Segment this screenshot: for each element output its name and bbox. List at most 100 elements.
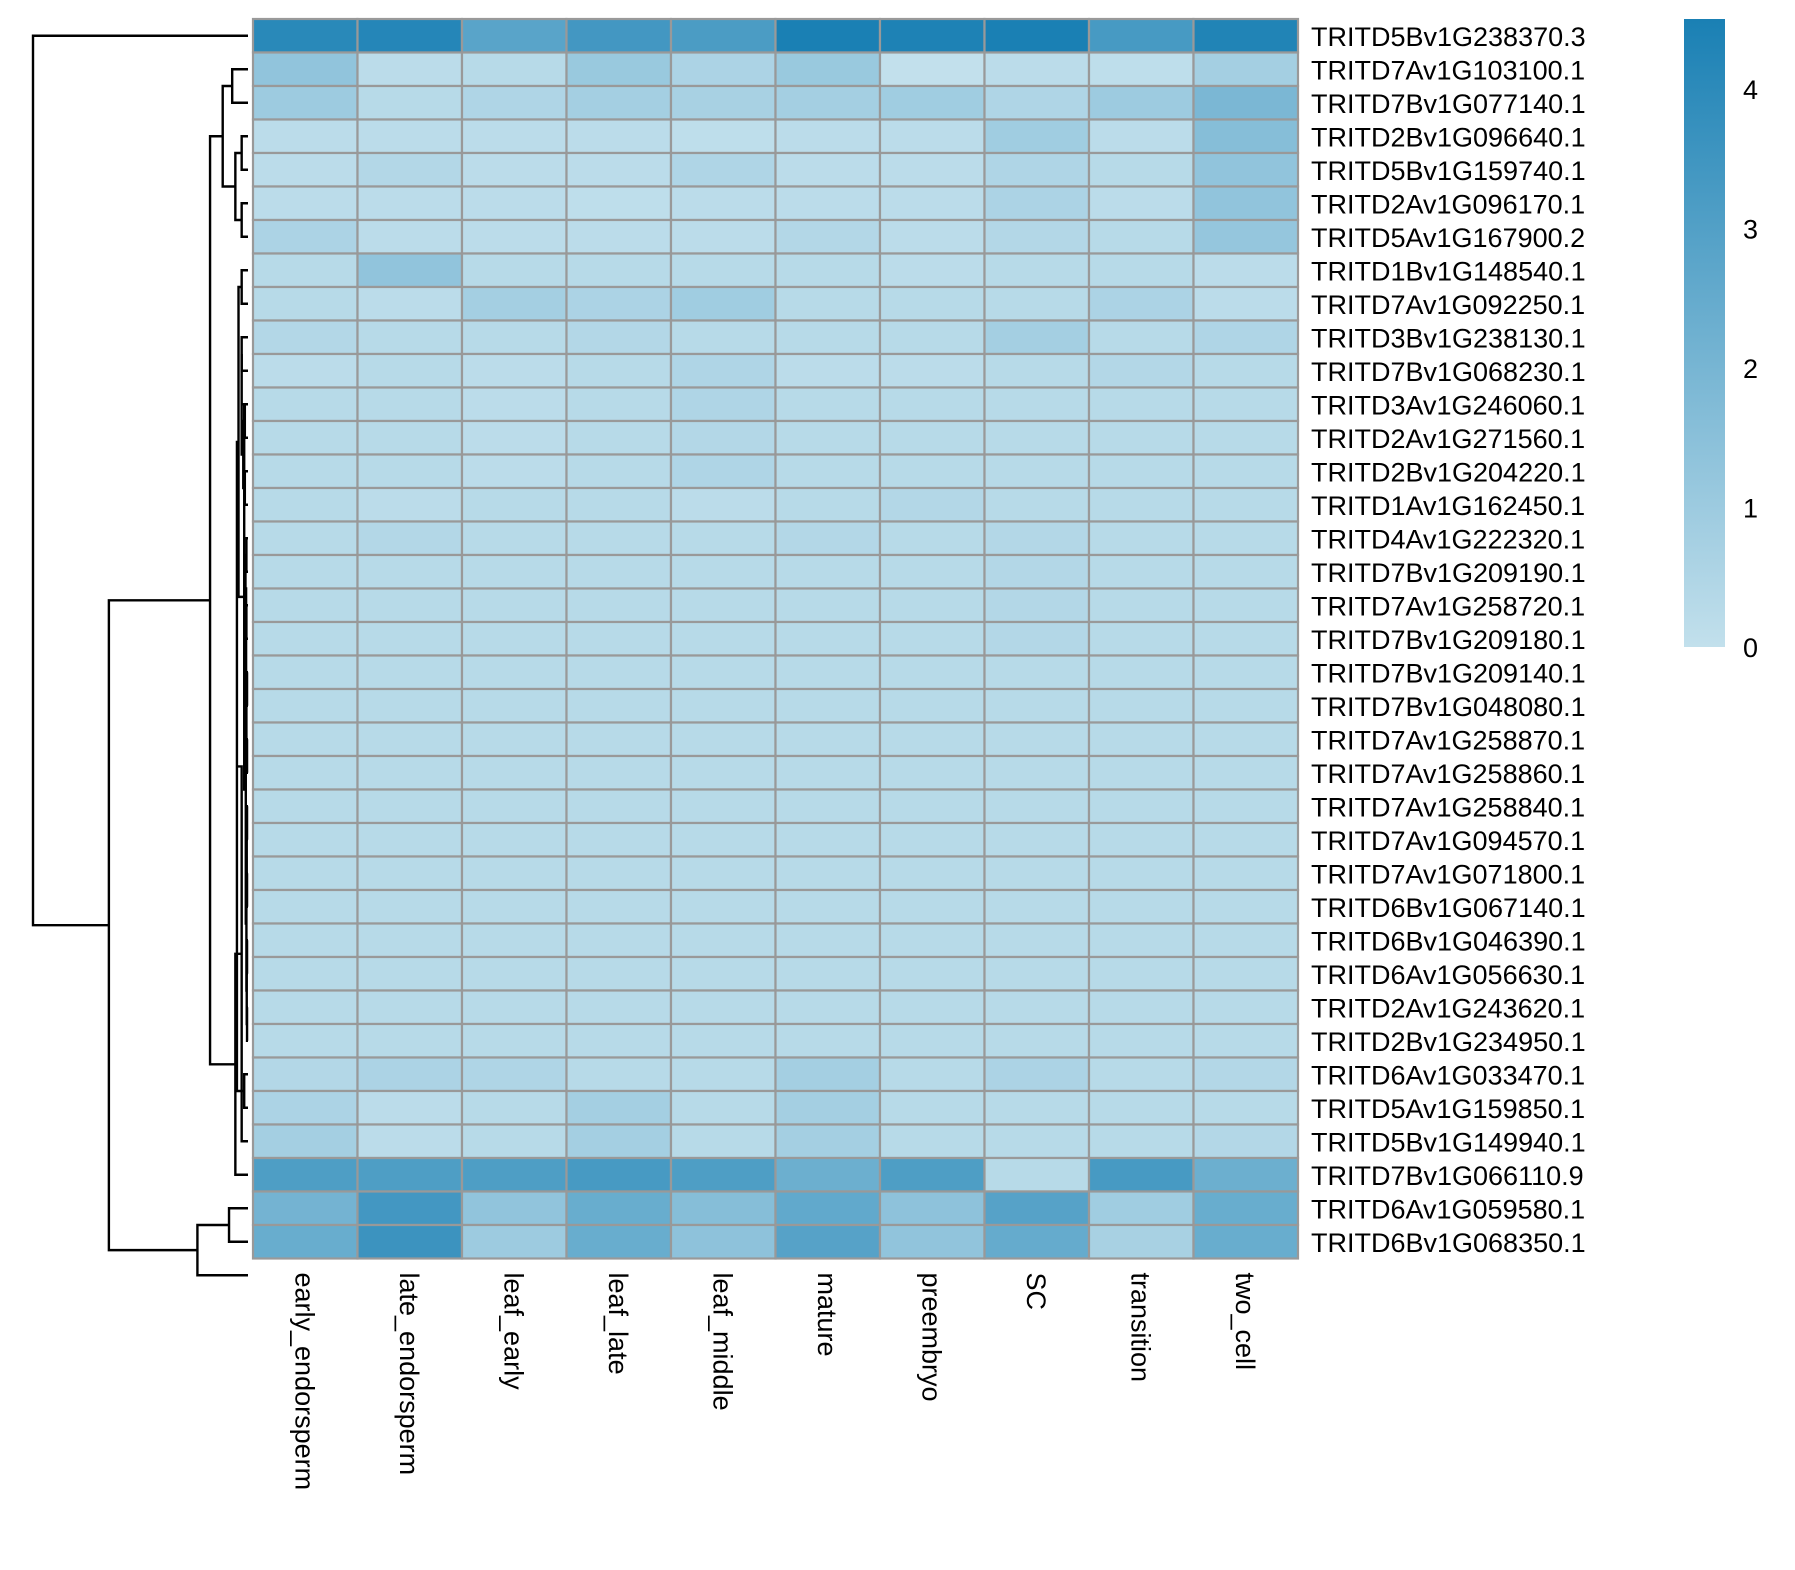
heatmap-cell [671,790,776,824]
heatmap-cell [567,1158,672,1192]
heatmap-cell [880,153,985,187]
heatmap-cell [462,857,567,891]
heatmap-cell [880,120,985,154]
heatmap-cell [1194,388,1299,422]
heatmap-cell [1194,857,1299,891]
heatmap-cell [1194,991,1299,1025]
heatmap-cell [358,656,463,690]
heatmap-cell [985,857,1090,891]
heatmap-cell [985,388,1090,422]
heatmap-cell [462,924,567,958]
heatmap-cell [776,120,881,154]
heatmap-cell [462,421,567,455]
heatmap-cell [1089,924,1194,958]
heatmap-cell [776,857,881,891]
heatmap-cell [776,823,881,857]
heatmap-cell [776,287,881,321]
heatmap-cell [985,1158,1090,1192]
heatmap-cell [358,421,463,455]
heatmap-cell [1089,723,1194,757]
heatmap-cell [671,1024,776,1058]
heatmap-cell [776,991,881,1025]
heatmap-cell [1194,957,1299,991]
heatmap-cell [1089,1091,1194,1125]
heatmap-cell [358,187,463,221]
heatmap-cell [253,388,358,422]
heatmap-cell [1089,790,1194,824]
heatmap-cell [567,1024,672,1058]
heatmap-cell [671,924,776,958]
heatmap-cell [776,86,881,120]
heatmap-cell [1089,1024,1194,1058]
heatmap-cell [880,321,985,355]
column-label: early_endorsperm [289,1273,319,1491]
heatmap-cell [1089,522,1194,556]
heatmap-cell [462,287,567,321]
heatmap-cell [358,488,463,522]
heatmap-cell [567,656,672,690]
legend-color-bar [1684,19,1725,647]
heatmap-cell [985,120,1090,154]
heatmap-cell [1194,1024,1299,1058]
heatmap-cell [462,589,567,623]
heatmap-cell [1194,488,1299,522]
heatmap-cell [462,823,567,857]
heatmap-cell [253,555,358,589]
heatmap-cell [462,1192,567,1226]
row-label: TRITD2Av1G271560.1 [1311,424,1585,454]
heatmap-cell [358,321,463,355]
heatmap-cell [567,187,672,221]
heatmap-cell [1089,823,1194,857]
heatmap-cell [1194,723,1299,757]
heatmap-cell [671,388,776,422]
heatmap-cell [671,254,776,288]
heatmap-cell [462,689,567,723]
heatmap-cell [776,220,881,254]
legend-tick-label: 0 [1743,633,1758,663]
heatmap-cell [567,857,672,891]
heatmap-cell [358,1091,463,1125]
heatmap-cell [985,589,1090,623]
heatmap-cell [567,1225,672,1259]
heatmap-cell [253,522,358,556]
heatmap-cell [462,1225,567,1259]
heatmap-cell [985,1192,1090,1226]
heatmap-cell [1194,522,1299,556]
heatmap-cell [671,1225,776,1259]
heatmap-cell [1089,488,1194,522]
heatmap-cell [1089,1058,1194,1092]
heatmap-cell [1089,589,1194,623]
column-label: leaf_late [603,1273,633,1375]
heatmap-cell [985,1024,1090,1058]
heatmap-cell [567,823,672,857]
row-label: TRITD5Av1G159850.1 [1311,1094,1585,1124]
heatmap-cell [253,187,358,221]
row-label: TRITD7Av1G258840.1 [1311,792,1585,822]
heatmap-cell [880,86,985,120]
heatmap-cell [358,957,463,991]
heatmap-cell [985,890,1090,924]
heatmap-cell [358,756,463,790]
heatmap-cell [462,622,567,656]
row-label: TRITD7Bv1G048080.1 [1311,692,1586,722]
dendrogram-branch [232,69,248,103]
dendrogram-branch [242,270,248,304]
heatmap-cell [985,823,1090,857]
heatmap-cell [671,689,776,723]
heatmap-cell [567,622,672,656]
heatmap-cell [985,1058,1090,1092]
heatmap-cell [776,354,881,388]
heatmap-cell [358,254,463,288]
column-label: mature [812,1273,842,1357]
heatmap-cell [253,1125,358,1159]
heatmap-cell [1089,254,1194,288]
heatmap-cell [880,1024,985,1058]
row-label: TRITD3Av1G246060.1 [1311,390,1585,420]
heatmap-cell [358,689,463,723]
heatmap-cell [358,857,463,891]
heatmap-cell [462,187,567,221]
heatmap-cell [358,455,463,489]
heatmap-cell [880,622,985,656]
heatmap-cell [1194,1058,1299,1092]
heatmap-cell [1089,53,1194,87]
